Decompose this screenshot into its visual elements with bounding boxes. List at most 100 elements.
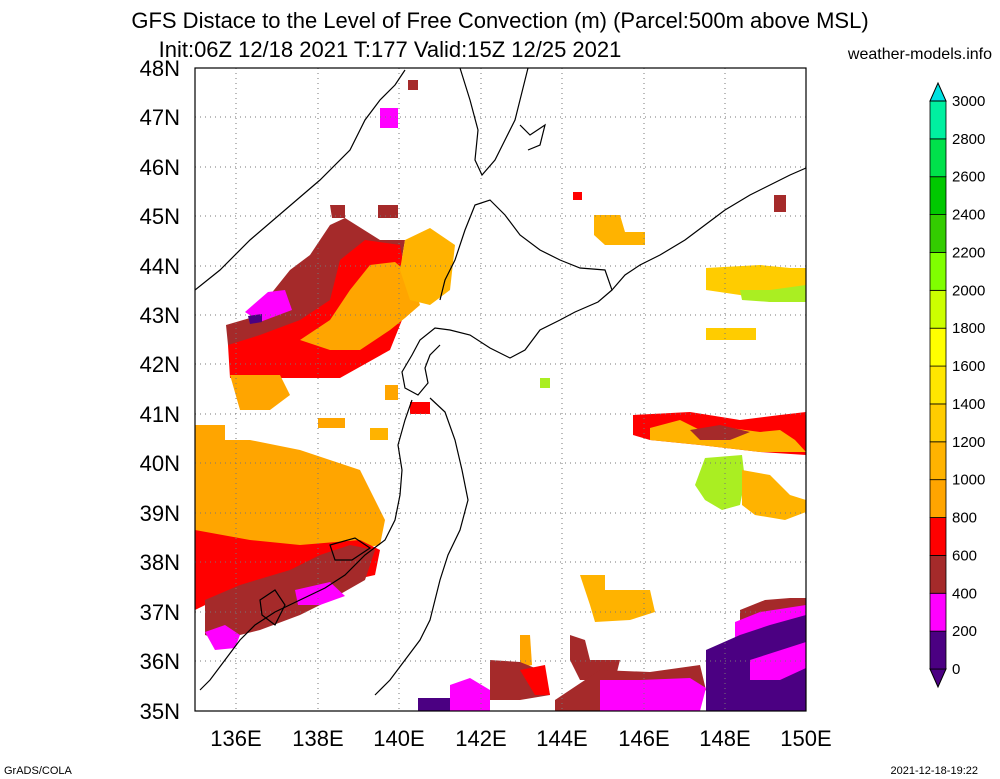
lat-labels: 35N 36N 37N 38N 39N 40N 41N 42N 43N 44N … [140,56,180,724]
colorbar-swatch [929,176,947,216]
colorbar-label: 1600 [952,358,985,375]
field-patch [600,678,706,711]
colorbar-swatch [929,555,947,594]
field-patch [248,314,262,324]
colorbar-label: 600 [952,547,977,564]
field-patch [695,455,745,510]
field-patch [330,205,345,218]
coast-asia [195,69,406,291]
field-patch [740,285,806,302]
colorbar-label: 1000 [952,472,985,489]
lon-labels: 136E 138E 140E 142E 144E 146E 148E 150E [210,726,831,751]
field-patch [295,582,345,605]
field-patch [450,678,490,711]
colorbar-swatch [929,327,947,367]
credit-label: weather-models.info [847,46,992,63]
field-patch [750,642,806,680]
colorbar-label: 3000 [952,93,985,110]
footer-source: GrADS/COLA [4,765,72,777]
field-patch [300,262,420,350]
chart-title: GFS Distace to the Level of Free Convect… [131,8,869,33]
field-patch [418,698,450,711]
field-east [418,192,806,711]
lfc-field [195,80,806,711]
field-patch [742,470,806,520]
field-patch [410,402,430,414]
lon-label: 148E [699,726,750,751]
colorbar-label: 1400 [952,396,985,413]
colorbar-swatch [929,289,947,329]
field-patch [580,575,655,622]
field-patch [205,545,375,640]
lat-label: 40N [140,451,180,476]
plot-frame [194,67,807,712]
footer-timestamp: 2021-12-18-19:22 [890,765,978,777]
coast-sakhalin [459,68,546,177]
lat-label: 38N [140,550,180,575]
coast-hokkaido [401,199,613,396]
lat-label: 39N [140,501,180,526]
coast-honshu [199,399,413,691]
colorbar-label: 2200 [952,244,985,261]
field-patch [318,418,345,428]
field-patch [520,665,550,695]
lon-label: 138E [292,726,343,751]
colorbar-label: 400 [952,585,977,602]
field-patch [706,328,756,340]
colorbar-swatch [929,441,947,481]
lat-label: 46N [140,155,180,180]
colorbar-label: 800 [952,510,977,527]
colorbar-label: 2000 [952,282,985,299]
lat-label: 44N [140,254,180,279]
chart-subtitle: Init:06Z 12/18 2021 T:177 Valid:15Z 12/2… [158,37,622,62]
field-patch [570,635,620,680]
field-patch [195,530,380,610]
lat-label: 36N [140,649,180,674]
colorbar-swatch [929,214,947,253]
colorbar-bottom-arrow [929,668,947,689]
colorbar-label: 0 [952,661,960,678]
coast-honshu-east [374,397,469,696]
colorbar-label: 200 [952,623,977,640]
coast-sado [329,537,372,561]
field-patch [573,192,582,200]
field-patch [378,205,398,218]
lon-label: 144E [536,726,587,751]
field-patch [520,635,532,668]
coast-noto [259,589,286,626]
coastlines [195,68,806,696]
lat-label: 45N [140,204,180,229]
colorbar-swatch [929,517,947,556]
lat-label: 48N [140,56,180,81]
colorbar-swatch [929,138,947,178]
lon-label: 142E [455,726,506,751]
lon-label: 140E [373,726,424,751]
lat-label: 37N [140,600,180,625]
lat-label: 43N [140,303,180,328]
coast-kurils [611,167,806,291]
colorbar-swatch [929,630,947,670]
colorbar-label: 1200 [952,434,985,451]
field-patch [408,80,418,90]
colorbar-swatch [929,100,947,140]
colorbar: 0 200 400 600 800 1000 1200 1400 1600 1800 2000 220… [929,81,985,689]
colorbar-label: 2800 [952,131,985,148]
lat-label: 41N [140,402,180,427]
lat-label: 42N [140,352,180,377]
field-patch [540,378,550,388]
field-patch [195,425,385,555]
lon-label: 150E [780,726,831,751]
colorbar-swatch [929,592,947,632]
field-patch [385,385,398,400]
colorbar-swatch [929,479,947,518]
field-patch [370,428,388,440]
field-patch [774,195,786,212]
field-west [195,80,455,650]
colorbar-label: 2400 [952,207,985,224]
field-patch [380,108,398,128]
lat-label: 35N [140,699,180,724]
field-patch [245,290,292,322]
field-patch [230,375,290,410]
field-patch [205,625,240,650]
